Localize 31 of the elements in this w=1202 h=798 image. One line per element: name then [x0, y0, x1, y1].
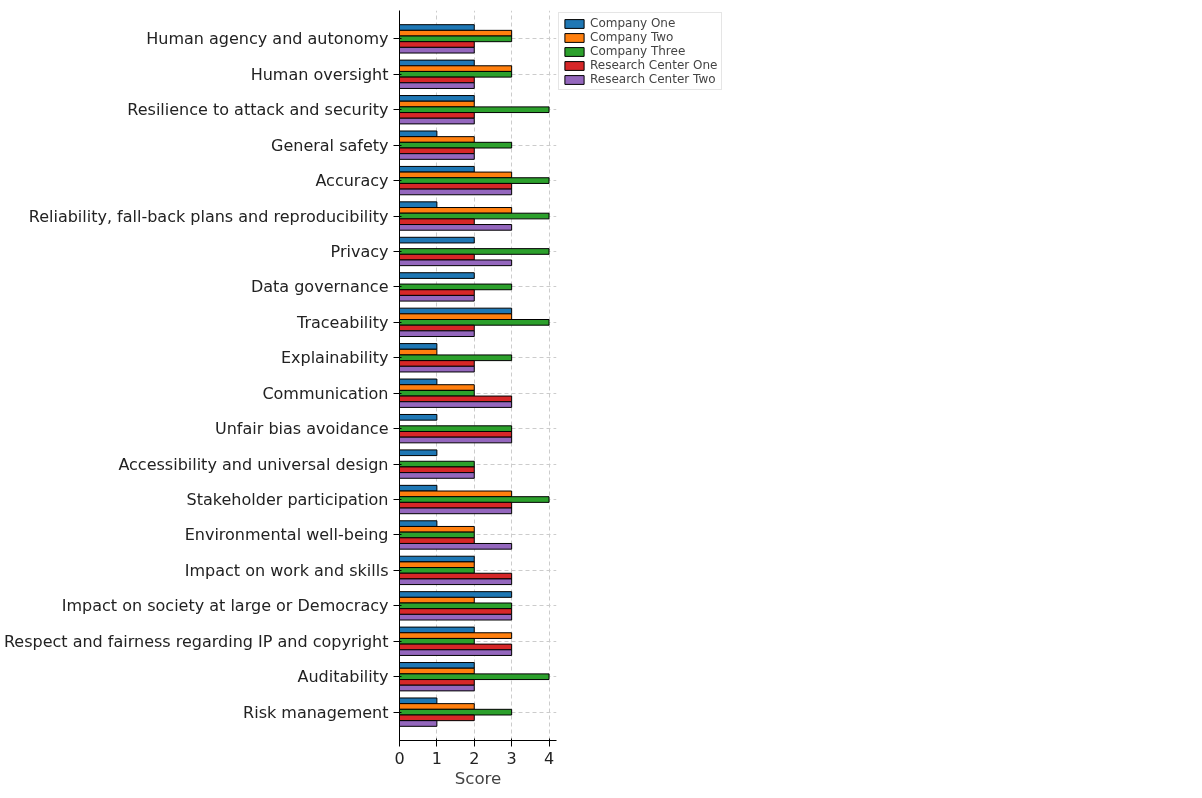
x-tick-label: 3	[506, 748, 517, 768]
y-tick-label: Auditability	[297, 667, 389, 687]
y-tick-label: Environmental well-being	[184, 525, 389, 545]
legend-label: Research Center One	[590, 58, 718, 72]
y-tick-label: Reliability, fall-back plans and reproducibility	[28, 206, 389, 226]
x-tick-label: 0	[394, 748, 405, 768]
y-tick-label: Impact on society at large or Democracy	[61, 596, 389, 616]
legend-label: Research Center Two	[590, 72, 716, 86]
y-tick-label: Explainability	[280, 348, 389, 368]
y-tick-label: Privacy	[330, 241, 389, 261]
legend-label: Company Two	[590, 30, 674, 44]
legend-label: Company Three	[590, 44, 686, 58]
y-tick-label: Traceability	[296, 312, 389, 332]
legend-label: Company One	[590, 16, 676, 30]
y-tick-label: Risk management	[243, 702, 389, 722]
y-tick-label: Accuracy	[315, 171, 389, 191]
y-tick-label: General safety	[271, 135, 389, 155]
y-tick-label: Respect and fairness regarding IP and copyright	[3, 631, 389, 651]
y-tick-label: Accessibility and universal design	[118, 454, 389, 474]
x-tick-label: 4	[543, 748, 555, 768]
y-tick-label: Human oversight	[250, 64, 389, 84]
x-axis-title: Score	[454, 768, 502, 788]
y-tick-label: Data governance	[250, 277, 389, 297]
y-tick-label: Resilience to attack and security	[127, 100, 389, 120]
y-tick-label: Stakeholder participation	[186, 490, 389, 510]
y-tick-label: Communication	[262, 383, 389, 403]
y-tick-label: Unfair bias avoidance	[215, 419, 389, 439]
y-tick-label: Human agency and autonomy	[146, 29, 389, 49]
y-tick-label: Impact on work and skills	[184, 560, 389, 580]
x-tick-label: 2	[469, 748, 480, 768]
x-tick-label: 1	[431, 748, 442, 768]
